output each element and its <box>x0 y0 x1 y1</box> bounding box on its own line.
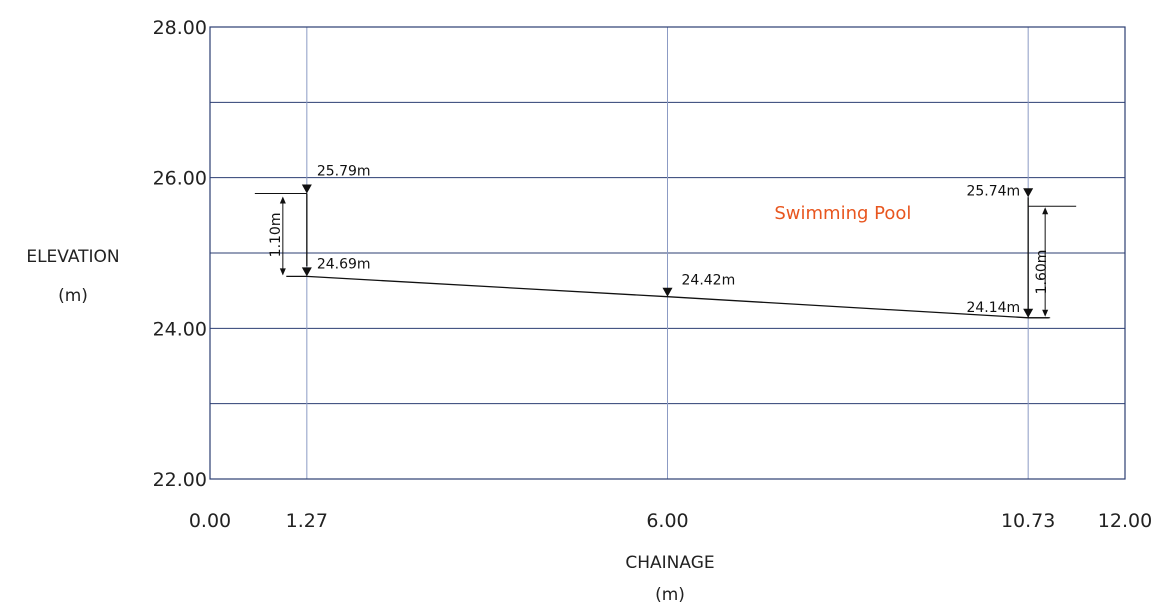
plot-frame <box>209 26 1126 480</box>
dimension-layer <box>254 192 1077 319</box>
grid-layer <box>209 26 1126 480</box>
x-tick-label: 0.00 <box>189 510 231 532</box>
y-axis-title: ELEVATION <box>26 247 119 267</box>
level-label: 25.74m <box>966 183 1020 199</box>
level-label: 24.42m <box>682 273 736 289</box>
labels-layer: 22.00 24.00 26.00 28.00 0.00 1.27 6.00 10.73 12.… <box>153 17 1153 532</box>
dimension-arrow <box>1042 309 1049 317</box>
x-tick-label: 6.00 <box>646 510 688 532</box>
y-tick-label: 26.00 <box>153 168 207 190</box>
x-axis-title: CHAINAGE <box>625 553 714 573</box>
y-tick-label: 28.00 <box>153 17 207 39</box>
y-axis-unit: (m) <box>58 286 88 306</box>
dimension-arrow <box>279 268 286 276</box>
level-marker <box>662 287 673 297</box>
level-label: 25.79m <box>317 163 371 179</box>
level-marker <box>301 184 312 194</box>
y-tick-label: 22.00 <box>153 469 207 491</box>
swimming-pool-label: Swimming Pool <box>774 203 911 224</box>
dimension-label: 1.60m <box>1034 250 1050 295</box>
x-tick-label: 10.73 <box>1001 510 1055 532</box>
dimension-label: 1.10m <box>268 213 284 258</box>
level-label: 24.14m <box>966 300 1020 316</box>
y-tick-label: 24.00 <box>153 318 207 340</box>
level-marker <box>301 267 312 277</box>
level-label: 24.69m <box>317 256 371 272</box>
level-marker <box>1023 188 1034 198</box>
x-tick-label: 1.27 <box>286 510 328 532</box>
x-tick-label: 12.00 <box>1098 510 1152 532</box>
dimension-arrow <box>1042 207 1049 215</box>
x-axis-unit: (m) <box>655 585 685 605</box>
dimension-arrow <box>279 196 286 204</box>
